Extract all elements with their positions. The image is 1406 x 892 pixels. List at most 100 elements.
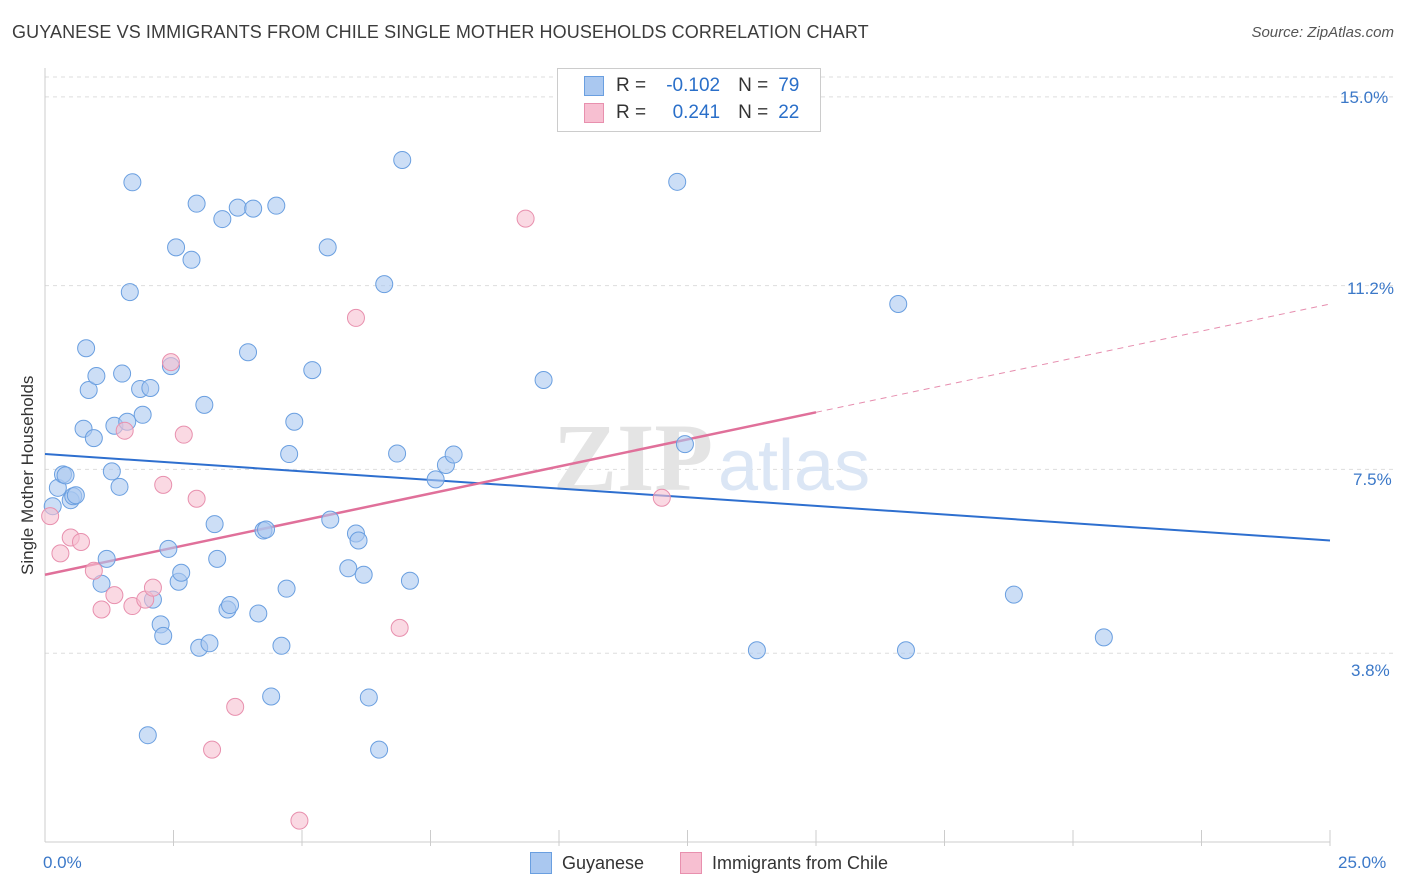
guyanese-point bbox=[228, 198, 247, 217]
guyanese-point bbox=[280, 445, 299, 464]
guyanese-point bbox=[267, 196, 286, 215]
stats-legend: R = -0.102 N = 79 R = 0.241 N = 22 bbox=[557, 68, 821, 132]
chile-point bbox=[346, 308, 365, 327]
guyanese-point bbox=[375, 275, 394, 294]
x-tick-max: 25.0% bbox=[1338, 853, 1387, 872]
guyanese-point bbox=[167, 238, 186, 257]
guyanese-point bbox=[262, 687, 281, 706]
guyanese-point bbox=[388, 444, 407, 463]
guyanese-point bbox=[110, 477, 129, 496]
guyanese-point bbox=[205, 515, 224, 534]
guyanese-point bbox=[349, 531, 368, 550]
chile-point bbox=[203, 740, 222, 759]
guyanese-point bbox=[257, 520, 276, 539]
guyanese-point bbox=[113, 364, 132, 383]
guyanese-point bbox=[1004, 585, 1023, 604]
chart-title: GUYANESE VS IMMIGRANTS FROM CHILE SINGLE… bbox=[12, 22, 869, 42]
legend-n-label: N = bbox=[738, 102, 769, 123]
watermark-zip: ZIP bbox=[553, 404, 713, 511]
legend-guyanese: Guyanese bbox=[530, 852, 644, 874]
chile-point bbox=[290, 811, 309, 830]
chile-point bbox=[187, 489, 206, 508]
chile-point bbox=[516, 209, 535, 228]
chile-point bbox=[41, 507, 60, 526]
guyanese-point bbox=[102, 462, 121, 481]
guyanese-point bbox=[208, 549, 227, 568]
guyanese-point bbox=[77, 339, 96, 358]
legend-r-value: -0.102 bbox=[666, 75, 721, 96]
y-axis-label: Single Mother Households bbox=[18, 375, 37, 575]
chile-legend-swatch bbox=[680, 852, 702, 874]
guyanese-legend-swatch bbox=[530, 852, 552, 874]
guyanese-point bbox=[138, 726, 157, 745]
chile-point bbox=[226, 697, 245, 716]
chile-point bbox=[174, 425, 193, 444]
guyanese-point bbox=[400, 571, 419, 590]
chile-trend-extension bbox=[815, 303, 1331, 413]
guyanese-point bbox=[359, 688, 378, 707]
guyanese-point bbox=[747, 641, 766, 660]
guyanese-point bbox=[239, 343, 258, 362]
guyanese-point bbox=[133, 405, 152, 424]
guyanese-point bbox=[123, 173, 142, 192]
y-tick-7-5: 7.5% bbox=[1353, 470, 1392, 489]
guyanese-swatch bbox=[584, 76, 604, 96]
guyanese-point bbox=[195, 395, 214, 414]
guyanese-point bbox=[1094, 628, 1113, 647]
guyanese-point bbox=[339, 559, 358, 578]
guyanese-point bbox=[84, 429, 103, 448]
legend-row-guyanese: R = -0.102 N = 79 bbox=[584, 73, 799, 99]
chile-point bbox=[71, 532, 90, 551]
chile-point bbox=[143, 578, 162, 597]
guyanese-point bbox=[182, 250, 201, 269]
guyanese-point bbox=[66, 486, 85, 505]
guyanese-point bbox=[244, 199, 263, 218]
chile-point bbox=[161, 353, 180, 372]
grid-lines bbox=[45, 76, 1395, 654]
y-tick-15: 15.0% bbox=[1340, 88, 1389, 107]
guyanese-point bbox=[249, 604, 268, 623]
chile-point bbox=[84, 561, 103, 580]
guyanese-point bbox=[321, 510, 340, 529]
legend-r-label: R = bbox=[616, 75, 647, 96]
chile-legend-label: Immigrants from Chile bbox=[712, 852, 889, 873]
guyanese-point bbox=[213, 210, 232, 229]
guyanese-point bbox=[97, 549, 116, 568]
guyanese-point bbox=[393, 150, 412, 169]
guyanese-legend-label: Guyanese bbox=[562, 852, 645, 873]
data-points bbox=[41, 150, 1113, 830]
guyanese-point bbox=[896, 641, 915, 660]
x-tick-min: 0.0% bbox=[43, 853, 82, 872]
chile-point bbox=[154, 475, 173, 494]
guyanese-point bbox=[668, 172, 687, 191]
legend-row-chile: R = 0.241 N = 22 bbox=[584, 100, 799, 126]
legend-r-value: 0.241 bbox=[672, 102, 721, 123]
source-credit: Source: ZipAtlas.com bbox=[1251, 24, 1394, 41]
guyanese-point bbox=[87, 367, 106, 386]
guyanese-point bbox=[285, 412, 304, 431]
guyanese-point bbox=[675, 435, 694, 454]
chile-point bbox=[105, 586, 124, 605]
guyanese-point bbox=[56, 466, 75, 485]
guyanese-point bbox=[172, 563, 191, 582]
guyanese-point bbox=[318, 238, 337, 257]
legend-n-label: N = bbox=[738, 75, 769, 96]
guyanese-point bbox=[444, 445, 463, 464]
guyanese-point bbox=[154, 626, 173, 645]
guyanese-point bbox=[370, 740, 389, 759]
legend-chile: Immigrants from Chile bbox=[680, 852, 888, 874]
chile-point bbox=[390, 618, 409, 637]
guyanese-point bbox=[200, 634, 219, 653]
guyanese-point bbox=[426, 470, 445, 489]
guyanese-point bbox=[889, 295, 908, 314]
legend-n-value: 22 bbox=[778, 102, 800, 123]
legend-r-label: R = bbox=[616, 102, 647, 123]
guyanese-point bbox=[272, 636, 291, 655]
y-tick-3-8: 3.8% bbox=[1351, 661, 1390, 680]
guyanese-point bbox=[221, 596, 240, 615]
guyanese-point bbox=[141, 378, 160, 397]
guyanese-point bbox=[354, 565, 373, 584]
guyanese-point bbox=[79, 380, 98, 399]
chile-point bbox=[115, 421, 134, 440]
